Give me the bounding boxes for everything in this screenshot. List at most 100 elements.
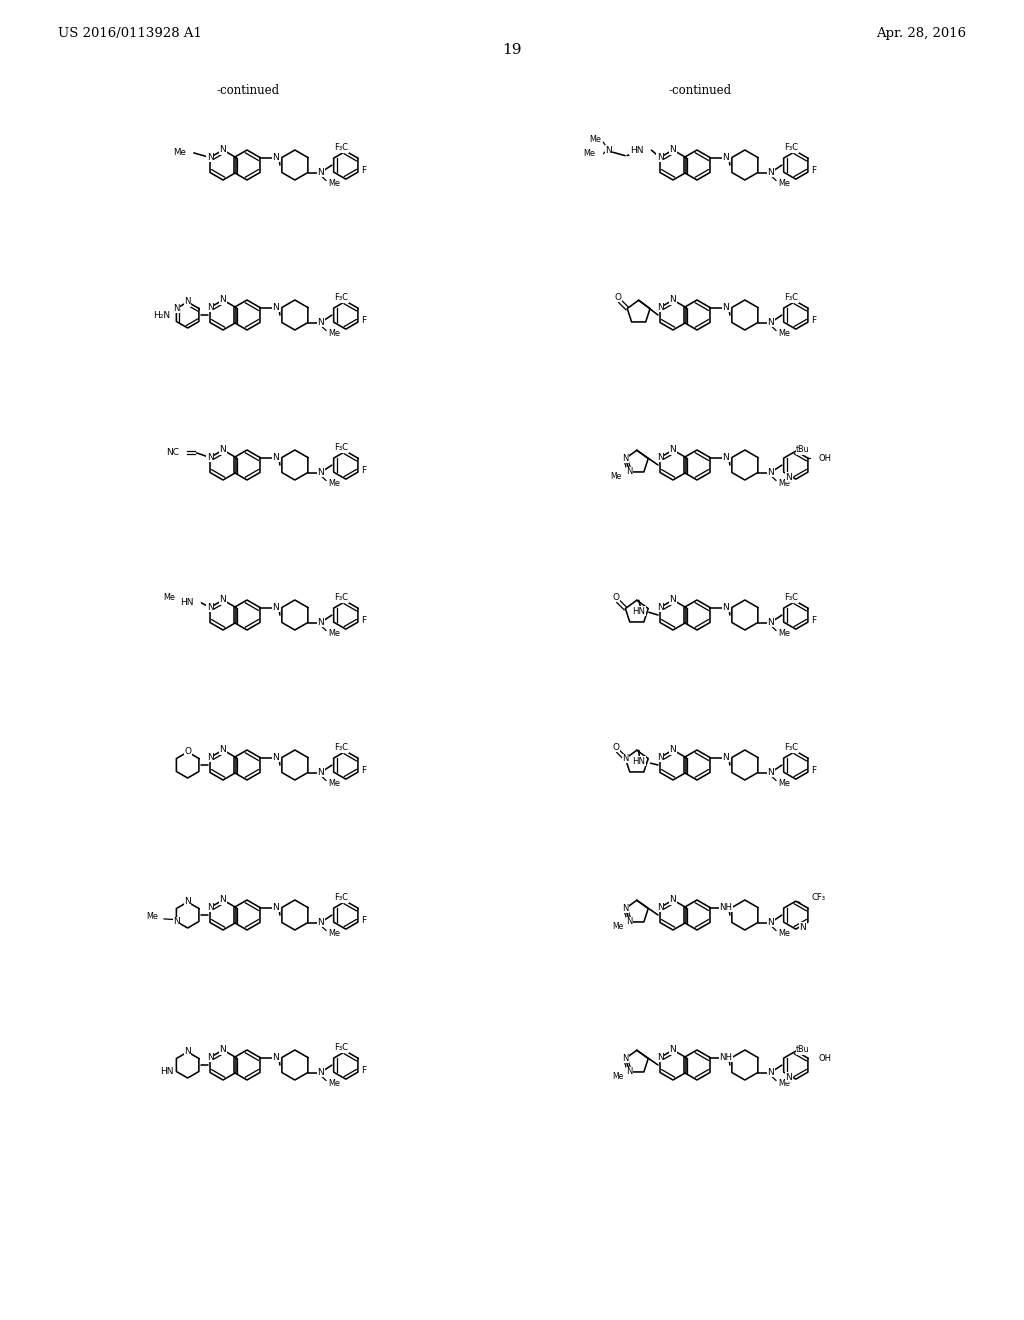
Text: F₃C: F₃C: [335, 1043, 348, 1052]
Text: N: N: [272, 1053, 280, 1063]
Text: N: N: [207, 752, 213, 762]
Text: F₃C: F₃C: [335, 593, 348, 602]
Text: N: N: [272, 752, 280, 762]
Text: N: N: [767, 768, 774, 777]
Text: HN: HN: [630, 145, 643, 154]
Text: F: F: [360, 315, 366, 325]
Text: Me: Me: [612, 1072, 624, 1081]
Text: NH: NH: [720, 903, 732, 912]
Text: N: N: [785, 1073, 793, 1082]
Text: Me: Me: [778, 929, 790, 939]
Text: N: N: [670, 746, 677, 755]
Text: N: N: [272, 304, 280, 312]
Text: Me: Me: [610, 473, 622, 482]
Text: -continued: -continued: [669, 83, 731, 96]
Text: F: F: [360, 466, 366, 474]
Text: N: N: [623, 904, 629, 913]
Text: N: N: [656, 153, 664, 162]
Text: NC: NC: [167, 449, 179, 458]
Text: H₂N: H₂N: [153, 310, 170, 319]
Text: F₃C: F₃C: [335, 894, 348, 902]
Text: N: N: [219, 446, 226, 454]
Text: N: N: [723, 903, 729, 912]
Text: N: N: [317, 768, 325, 777]
Text: N: N: [272, 453, 280, 462]
Text: F: F: [811, 315, 816, 325]
Text: F₃C: F₃C: [335, 293, 348, 302]
Text: Me: Me: [173, 148, 185, 157]
Text: Me: Me: [328, 779, 340, 788]
Text: F₃C: F₃C: [784, 143, 799, 152]
Text: N: N: [317, 618, 325, 627]
Text: 19: 19: [502, 44, 522, 57]
Text: OH: OH: [818, 454, 831, 462]
Text: N: N: [605, 145, 612, 154]
Text: N: N: [173, 304, 179, 313]
Text: N: N: [785, 473, 793, 482]
Text: F₃C: F₃C: [784, 743, 799, 752]
Text: Me: Me: [778, 479, 790, 488]
Text: N: N: [767, 618, 774, 627]
Text: N: N: [317, 168, 325, 177]
Text: N: N: [219, 145, 226, 154]
Text: Me: Me: [778, 180, 790, 187]
Text: N: N: [656, 752, 664, 762]
Text: N: N: [184, 297, 190, 306]
Text: F: F: [811, 165, 816, 174]
Text: Me: Me: [590, 135, 601, 144]
Text: N: N: [317, 469, 325, 477]
Text: N: N: [656, 453, 664, 462]
Text: N: N: [219, 746, 226, 755]
Text: N: N: [272, 153, 280, 162]
Text: Me: Me: [328, 1078, 340, 1088]
Text: Me: Me: [146, 912, 158, 921]
Text: Me: Me: [612, 923, 624, 932]
Text: Me: Me: [328, 479, 340, 488]
Text: O: O: [614, 293, 622, 302]
Text: N: N: [219, 1045, 226, 1055]
Text: N: N: [723, 453, 729, 462]
Text: N: N: [767, 168, 774, 177]
Text: N: N: [723, 752, 729, 762]
Text: N: N: [272, 603, 280, 612]
Text: -continued: -continued: [216, 83, 280, 96]
Text: HN: HN: [632, 607, 645, 616]
Text: N: N: [623, 1055, 629, 1063]
Text: N: N: [623, 454, 629, 463]
Text: N: N: [800, 923, 806, 932]
Text: Me: Me: [584, 149, 596, 158]
Text: N: N: [767, 318, 774, 327]
Text: N: N: [767, 1068, 774, 1077]
Text: N: N: [767, 469, 774, 477]
Text: N: N: [317, 318, 325, 327]
Text: N: N: [184, 1048, 191, 1056]
Text: N: N: [317, 917, 325, 927]
Text: N: N: [656, 304, 664, 312]
Text: N: N: [219, 595, 226, 605]
Text: O: O: [612, 743, 620, 751]
Text: N: N: [670, 145, 677, 154]
Text: Me: Me: [163, 593, 175, 602]
Text: F: F: [360, 615, 366, 624]
Text: N: N: [723, 1053, 729, 1063]
Text: Me: Me: [778, 1078, 790, 1088]
Text: Me: Me: [778, 329, 790, 338]
Text: N: N: [207, 304, 213, 312]
Text: N: N: [207, 153, 213, 162]
Text: F₃C: F₃C: [335, 444, 348, 453]
Text: N: N: [272, 903, 280, 912]
Text: N: N: [656, 603, 664, 612]
Text: N: N: [627, 467, 633, 477]
Text: N: N: [723, 153, 729, 162]
Text: F: F: [811, 615, 816, 624]
Text: Me: Me: [328, 180, 340, 187]
Text: Me: Me: [778, 779, 790, 788]
Text: N: N: [623, 754, 629, 763]
Text: F: F: [360, 916, 366, 924]
Text: N: N: [317, 1068, 325, 1077]
Text: N: N: [723, 304, 729, 312]
Text: F: F: [360, 766, 366, 775]
Text: N: N: [670, 446, 677, 454]
Text: HN: HN: [632, 756, 645, 766]
Text: HN: HN: [160, 1067, 173, 1076]
